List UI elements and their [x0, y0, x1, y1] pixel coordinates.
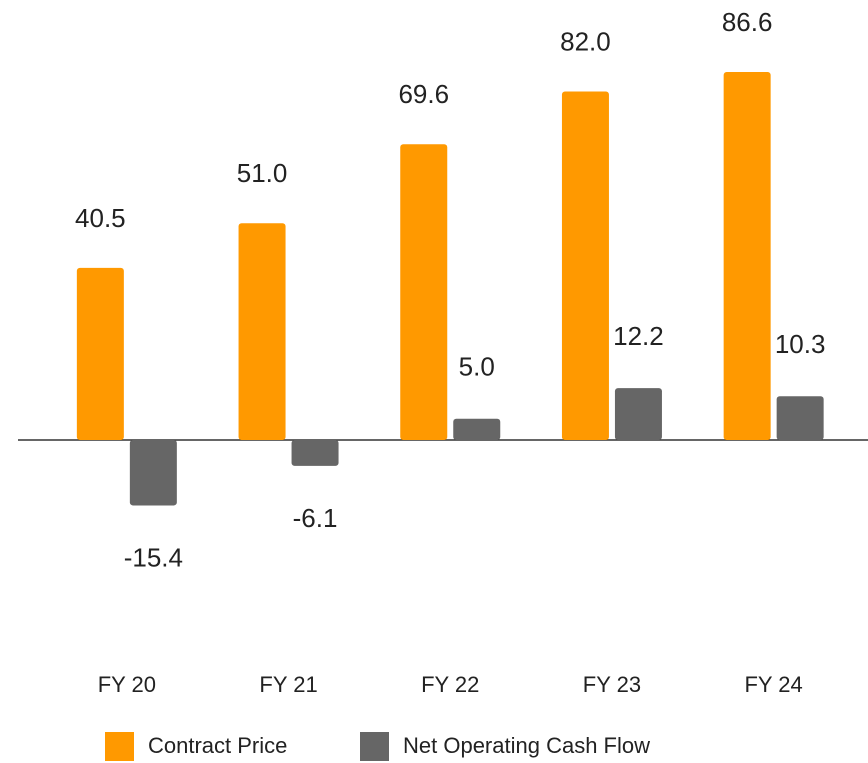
- data-label: 82.0: [560, 26, 611, 56]
- bar: [453, 418, 501, 440]
- bar: [723, 72, 771, 440]
- bar: [129, 440, 177, 506]
- bar: [561, 91, 609, 441]
- x-tick-label: FY 20: [98, 672, 156, 697]
- x-tick-label: FY 22: [421, 672, 479, 697]
- x-tick-label: FY 24: [744, 672, 802, 697]
- x-tick-label: FY 23: [583, 672, 641, 697]
- bar: [76, 267, 124, 440]
- data-label: 51.0: [237, 158, 288, 188]
- bar: [400, 144, 448, 441]
- data-label: 86.6: [722, 7, 773, 37]
- x-tick-label: FY 21: [259, 672, 317, 697]
- data-label: 69.6: [398, 79, 449, 109]
- bar: [776, 396, 824, 440]
- data-label: 40.5: [75, 203, 126, 233]
- bar: [238, 223, 286, 440]
- data-label: -6.1: [293, 503, 338, 533]
- legend-label: Contract Price: [148, 733, 287, 758]
- legend-swatch: [105, 732, 134, 761]
- data-label: 10.3: [775, 329, 826, 359]
- legend-label: Net Operating Cash Flow: [403, 733, 650, 758]
- data-label: 12.2: [613, 321, 664, 351]
- data-label: 5.0: [459, 352, 495, 382]
- data-label: -15.4: [124, 542, 183, 572]
- legend-swatch: [360, 732, 389, 761]
- bar: [291, 440, 339, 466]
- bar: [614, 388, 662, 440]
